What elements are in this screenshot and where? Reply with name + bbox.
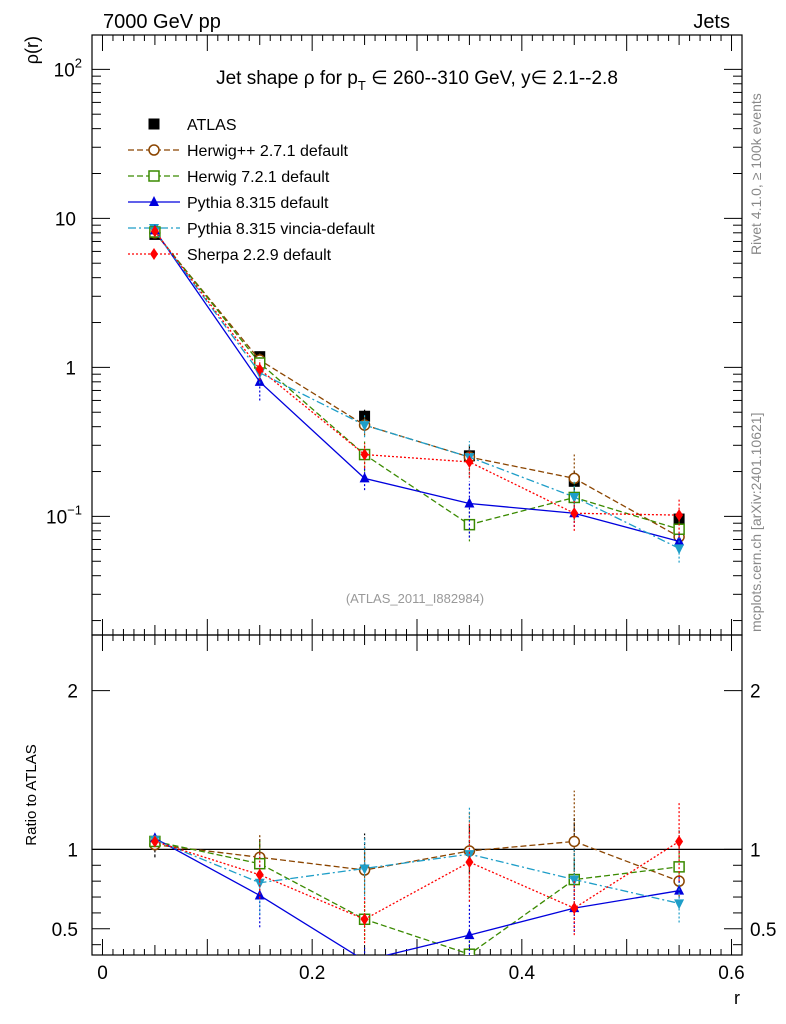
data-point [150, 248, 158, 260]
y-tick-label: 10 [55, 209, 76, 230]
data-point [254, 878, 265, 889]
data-point [674, 544, 685, 555]
legend-label: Herwig++ 2.7.1 default [187, 143, 349, 160]
data-point [255, 868, 264, 881]
x-tick-label: 0.4 [509, 963, 536, 984]
series-line [154, 839, 680, 905]
data-point [150, 225, 159, 238]
ratio-y-tick-labels: 0.5 0.5 1 1 2 2 [52, 682, 777, 941]
y-tick-label: 102 [54, 55, 82, 81]
main-y-axis-label: ρ(r) [22, 36, 42, 64]
main-y-tick-labels: 102 10 1 10−1 [46, 55, 82, 528]
plot-title-rest: ∈ 260--310 GeV, y∈ 2.1--2.8 [366, 68, 618, 89]
data-point [148, 144, 160, 156]
data-point [568, 835, 581, 848]
header-process-label: Jets [693, 11, 730, 33]
data-point [464, 497, 475, 508]
series-line [154, 840, 680, 882]
series-line [154, 230, 680, 516]
data-point [360, 448, 369, 461]
mcplots-credit-label: mcplots.cern.ch [arXiv:2401.10621] [748, 413, 764, 632]
y-tick-label-right: 1 [750, 840, 761, 861]
data-point [150, 835, 159, 848]
y-tick-label: 2 [67, 682, 78, 703]
data-point [464, 929, 475, 940]
legend-label: Sherpa 2.2.9 default [187, 247, 332, 264]
x-axis-label: r [734, 988, 740, 1008]
y-tick-label: 0.5 [52, 920, 78, 941]
main-panel-ticks [92, 35, 742, 635]
series-line [154, 837, 680, 955]
plot-title-subscript: T [358, 78, 366, 93]
legend-entry: Herwig++ 2.7.1 default [128, 143, 349, 160]
y-tick-label: 1 [67, 840, 78, 861]
legend-label: Herwig 7.2.1 default [187, 169, 330, 186]
data-point [569, 875, 580, 886]
plot-title-main: Jet shape ρ for p [216, 68, 358, 89]
data-point [464, 850, 475, 861]
data-point [364, 954, 365, 955]
legend-entry: Herwig 7.2.1 default [128, 169, 330, 186]
data-point [148, 170, 160, 182]
analysis-id-label: (ATLAS_2011_I882984) [346, 591, 484, 606]
data-point [465, 856, 474, 869]
y-tick-label: 10−1 [46, 502, 82, 528]
data-point [254, 375, 265, 386]
data-point [674, 535, 685, 546]
data-point [148, 118, 160, 130]
legend-entry: Pythia 8.315 default [128, 195, 329, 212]
data-point [570, 507, 579, 520]
data-point [674, 899, 685, 910]
ratio-y-axis-label: Ratio to ATLAS [23, 744, 40, 845]
x-tick-label: 0 [97, 963, 108, 984]
data-point [570, 902, 579, 915]
series-line [154, 230, 680, 542]
data-point [359, 421, 370, 432]
data-point [360, 913, 369, 926]
data-point [569, 492, 580, 503]
x-tick-label: 0.6 [718, 963, 744, 984]
x-tick-label: 0.2 [299, 963, 325, 984]
series-5 [150, 225, 684, 538]
data-point [465, 455, 474, 468]
legend-label: Pythia 8.315 default [187, 195, 329, 212]
series-line [154, 231, 680, 530]
y-tick-label-right: 0.5 [750, 920, 776, 941]
data-point [359, 472, 370, 483]
data-point [255, 363, 264, 376]
series-line [154, 840, 680, 955]
legend-label: Pythia 8.315 vincia-default [187, 221, 375, 238]
y-tick-label: 1 [65, 358, 76, 379]
main-plot-area [149, 224, 685, 563]
y-tick-label-right: 2 [750, 682, 761, 703]
legend-entry: Sherpa 2.2.9 default [128, 247, 332, 264]
legend-label: ATLAS [187, 117, 237, 134]
series-line [154, 230, 680, 549]
data-point [359, 864, 370, 875]
x-tick-labels: 0 0.2 0.4 0.6 [97, 963, 745, 984]
data-point [149, 196, 159, 206]
legend-entry: ATLAS [148, 117, 237, 134]
rivet-version-label: Rivet 4.1.0, ≥ 100k events [748, 93, 764, 255]
ratio-plot-area [92, 790, 742, 955]
data-point [675, 509, 684, 522]
header-energy-label: 7000 GeV pp [103, 11, 221, 33]
ratio-series-5 [150, 801, 684, 944]
data-point [675, 835, 684, 848]
plot-title: Jet shape ρ for pT ∈ 260--310 GeV, y∈ 2.… [216, 68, 618, 93]
